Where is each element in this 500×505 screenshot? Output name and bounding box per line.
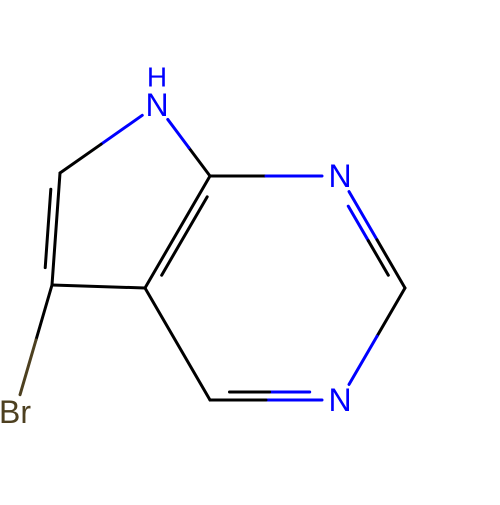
svg-text:N: N [328,382,351,418]
svg-text:N: N [328,158,351,194]
svg-text:H: H [147,62,167,93]
molecule-diagram: NNNHBr [0,0,500,500]
svg-text:Br: Br [0,394,31,430]
